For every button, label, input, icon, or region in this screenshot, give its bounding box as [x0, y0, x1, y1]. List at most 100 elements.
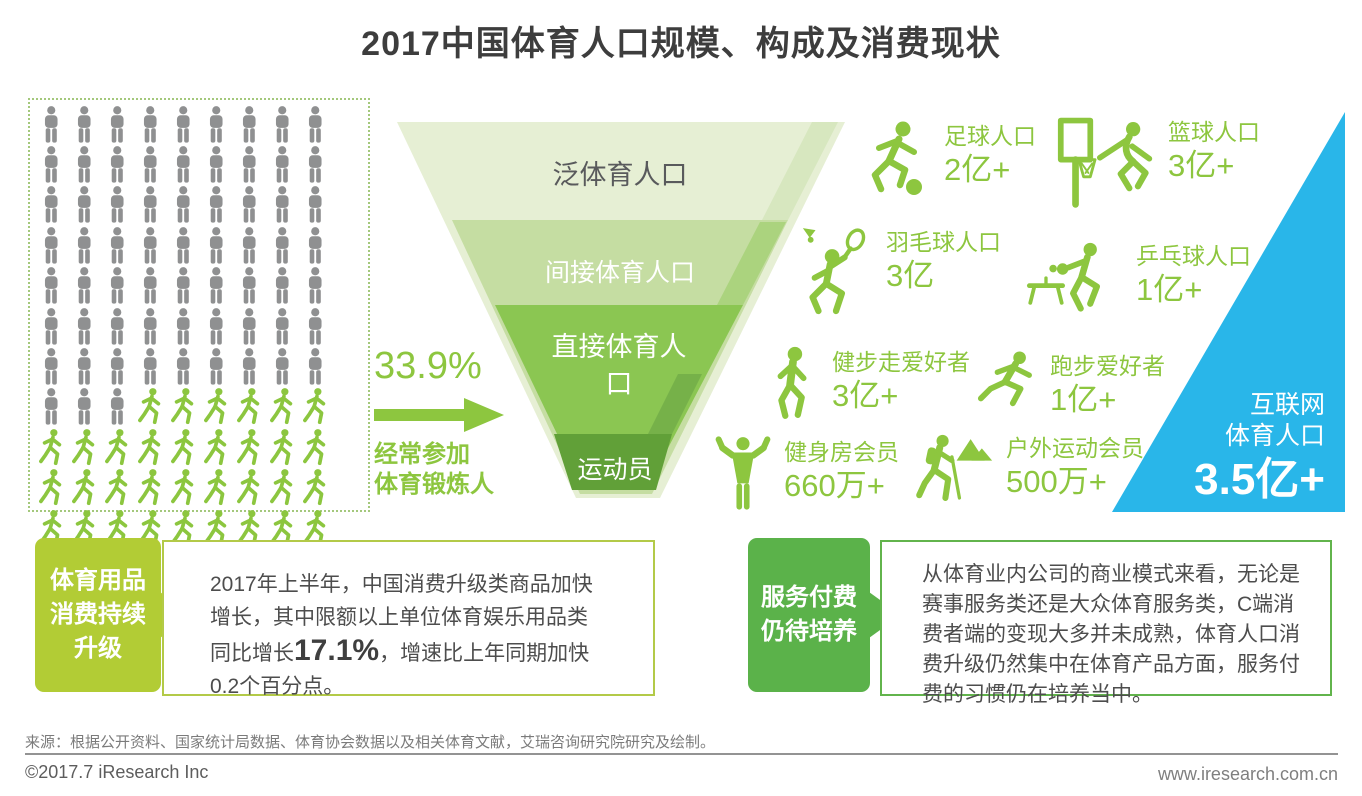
- person-standing-icon: [233, 104, 266, 144]
- person-standing-icon: [101, 306, 134, 346]
- person-standing-icon: [101, 225, 134, 265]
- person-standing-icon: [68, 225, 101, 265]
- page-title: 2017中国体育人口规模、构成及消费现状: [361, 25, 1001, 63]
- funnel-label-athlete: 运动员: [577, 456, 653, 484]
- stat-label: 羽毛球人口: [886, 229, 1001, 255]
- stat-label: 健身房会员: [784, 439, 899, 465]
- person-walking-icon: [167, 427, 200, 467]
- funnel-label-pan-sports: 泛体育人口: [552, 160, 688, 190]
- stat-label: 篮球人口: [1168, 119, 1260, 145]
- funnel-fold-1: [762, 122, 838, 220]
- badminton-icon: [802, 228, 866, 315]
- stat-label: 跑步爱好者: [1050, 353, 1165, 379]
- person-standing-icon: [266, 144, 299, 184]
- person-standing-icon: [266, 306, 299, 346]
- person-standing-icon: [299, 104, 332, 144]
- person-standing-icon: [167, 104, 200, 144]
- person-standing-icon: [101, 387, 134, 427]
- stat-value: 3亿: [886, 258, 935, 293]
- person-standing-icon: [134, 225, 167, 265]
- stat-label: 户外运动会员: [1006, 435, 1144, 461]
- stat-pingpong: 乒乓球人口 1亿+: [1026, 240, 1251, 318]
- person-standing-icon: [299, 346, 332, 386]
- person-walking-icon: [101, 427, 134, 467]
- person-walking-icon: [200, 427, 233, 467]
- person-standing-icon: [35, 346, 68, 386]
- stat-value: 1亿+: [1050, 382, 1117, 417]
- person-walking-icon: [134, 387, 167, 427]
- person-standing-icon: [200, 225, 233, 265]
- population-grid: [28, 98, 370, 512]
- source-note: 来源：根据公开资料、国家统计局数据、体育协会数据以及相关体育文献，艾瑞咨询研究院…: [25, 734, 716, 751]
- person-standing-icon: [167, 225, 200, 265]
- exercise-rate-label: 经常参加 体育锻炼人: [374, 441, 494, 498]
- stat-value: 2亿+: [944, 152, 1011, 187]
- hiking-icon: [916, 434, 993, 502]
- callout-text-sports-goods: 2017年上半年，中国消费升级类商品加快增长，其中限额以上单位体育娱乐用品类同比…: [162, 540, 655, 698]
- person-standing-icon: [134, 346, 167, 386]
- internet-population-label: 互联网: [1249, 391, 1325, 419]
- person-standing-icon: [134, 144, 167, 184]
- stat-value: 500万+: [1006, 464, 1107, 499]
- walking-icon: [777, 346, 807, 419]
- person-standing-icon: [134, 104, 167, 144]
- internet-population-block: 互联网 体育人口 3.5亿+: [1140, 390, 1325, 508]
- stat-label: 健步走爱好者: [832, 349, 970, 375]
- person-walking-icon: [134, 468, 167, 508]
- person-standing-icon: [68, 346, 101, 386]
- person-walking-icon: [233, 468, 266, 508]
- internet-population-triangle: [1112, 112, 1345, 512]
- person-standing-icon: [35, 225, 68, 265]
- person-standing-icon: [299, 144, 332, 184]
- person-walking-icon: [35, 427, 68, 467]
- person-standing-icon: [200, 306, 233, 346]
- person-standing-icon: [200, 104, 233, 144]
- stat-value: 1亿+: [1136, 272, 1203, 307]
- person-standing-icon: [167, 306, 200, 346]
- callout-tag-sports-goods: 体育用品 消费持续 升级: [35, 538, 192, 692]
- person-standing-icon: [167, 346, 200, 386]
- stat-outdoor: 户外运动会员 500万+: [908, 432, 1144, 506]
- running-icon: [977, 351, 1032, 407]
- funnel-label-direct: 直接体育人口: [551, 332, 687, 399]
- person-standing-icon: [134, 306, 167, 346]
- person-standing-icon: [200, 144, 233, 184]
- pingpong-icon: [1026, 242, 1100, 312]
- person-standing-icon: [101, 104, 134, 144]
- person-walking-icon: [134, 427, 167, 467]
- exercise-rate-value: 33.9%: [374, 345, 482, 387]
- person-standing-icon: [200, 266, 233, 306]
- person-standing-icon: [68, 185, 101, 225]
- website-link[interactable]: www.iresearch.com.cn: [1157, 764, 1338, 784]
- person-walking-icon: [266, 387, 299, 427]
- person-standing-icon: [233, 346, 266, 386]
- person-standing-icon: [68, 266, 101, 306]
- person-walking-icon: [299, 387, 332, 427]
- person-walking-icon: [200, 468, 233, 508]
- person-standing-icon: [101, 144, 134, 184]
- stat-badminton: 羽毛球人口 3亿: [798, 226, 1001, 316]
- person-walking-icon: [233, 427, 266, 467]
- funnel-layer-athlete: [554, 434, 672, 490]
- person-walking-icon: [299, 427, 332, 467]
- highlight-percent: 17.1%: [294, 634, 380, 667]
- person-standing-icon: [35, 306, 68, 346]
- person-standing-icon: [68, 104, 101, 144]
- person-walking-icon: [167, 468, 200, 508]
- person-standing-icon: [35, 104, 68, 144]
- person-walking-icon: [68, 427, 101, 467]
- person-standing-icon: [299, 306, 332, 346]
- funnel-layer-direct: [495, 305, 743, 490]
- stat-value: 3亿+: [832, 378, 899, 413]
- person-standing-icon: [266, 225, 299, 265]
- person-standing-icon: [266, 346, 299, 386]
- person-standing-icon: [134, 185, 167, 225]
- right-arrow-icon: [374, 398, 504, 432]
- person-walking-icon: [68, 468, 101, 508]
- person-standing-icon: [299, 225, 332, 265]
- stat-value: 3亿+: [1168, 148, 1235, 183]
- funnel-fold-2: [717, 222, 786, 305]
- person-standing-icon: [134, 266, 167, 306]
